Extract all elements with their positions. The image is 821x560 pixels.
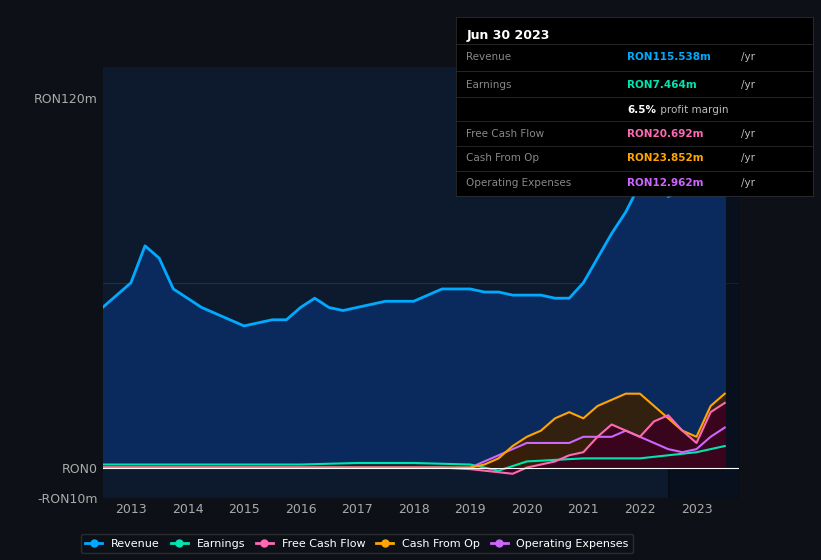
Text: /yr: /yr [741,153,755,164]
Text: Earnings: Earnings [466,80,511,90]
Text: RON20.692m: RON20.692m [627,129,704,139]
Bar [668,67,739,498]
Text: Free Cash Flow: Free Cash Flow [466,129,544,139]
Text: RON12.962m: RON12.962m [627,179,704,189]
Text: profit margin: profit margin [658,105,729,115]
Text: RON115.538m: RON115.538m [627,52,711,62]
Legend: Revenue, Earnings, Free Cash Flow, Cash From Op, Operating Expenses: Revenue, Earnings, Free Cash Flow, Cash … [81,534,633,553]
Text: 6.5%: 6.5% [627,105,656,115]
Text: /yr: /yr [741,52,755,62]
Text: /yr: /yr [741,129,755,139]
Text: /yr: /yr [741,80,755,90]
Text: RON7.464m: RON7.464m [627,80,697,90]
Text: /yr: /yr [741,179,755,189]
Text: Revenue: Revenue [466,52,511,62]
Text: Operating Expenses: Operating Expenses [466,179,571,189]
Text: RON23.852m: RON23.852m [627,153,704,164]
Text: Jun 30 2023: Jun 30 2023 [466,29,550,43]
Text: Cash From Op: Cash From Op [466,153,539,164]
